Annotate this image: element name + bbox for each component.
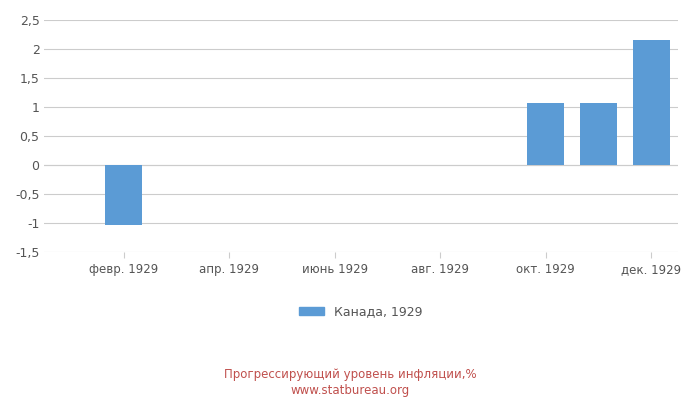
Text: www.statbureau.org: www.statbureau.org xyxy=(290,384,410,397)
Legend: Канада, 1929: Канада, 1929 xyxy=(294,300,428,323)
Text: Прогрессирующий уровень инфляции,%: Прогрессирующий уровень инфляции,% xyxy=(224,368,476,381)
Bar xyxy=(105,165,142,225)
Bar xyxy=(633,40,670,165)
Bar xyxy=(527,103,564,165)
Bar xyxy=(580,103,617,165)
